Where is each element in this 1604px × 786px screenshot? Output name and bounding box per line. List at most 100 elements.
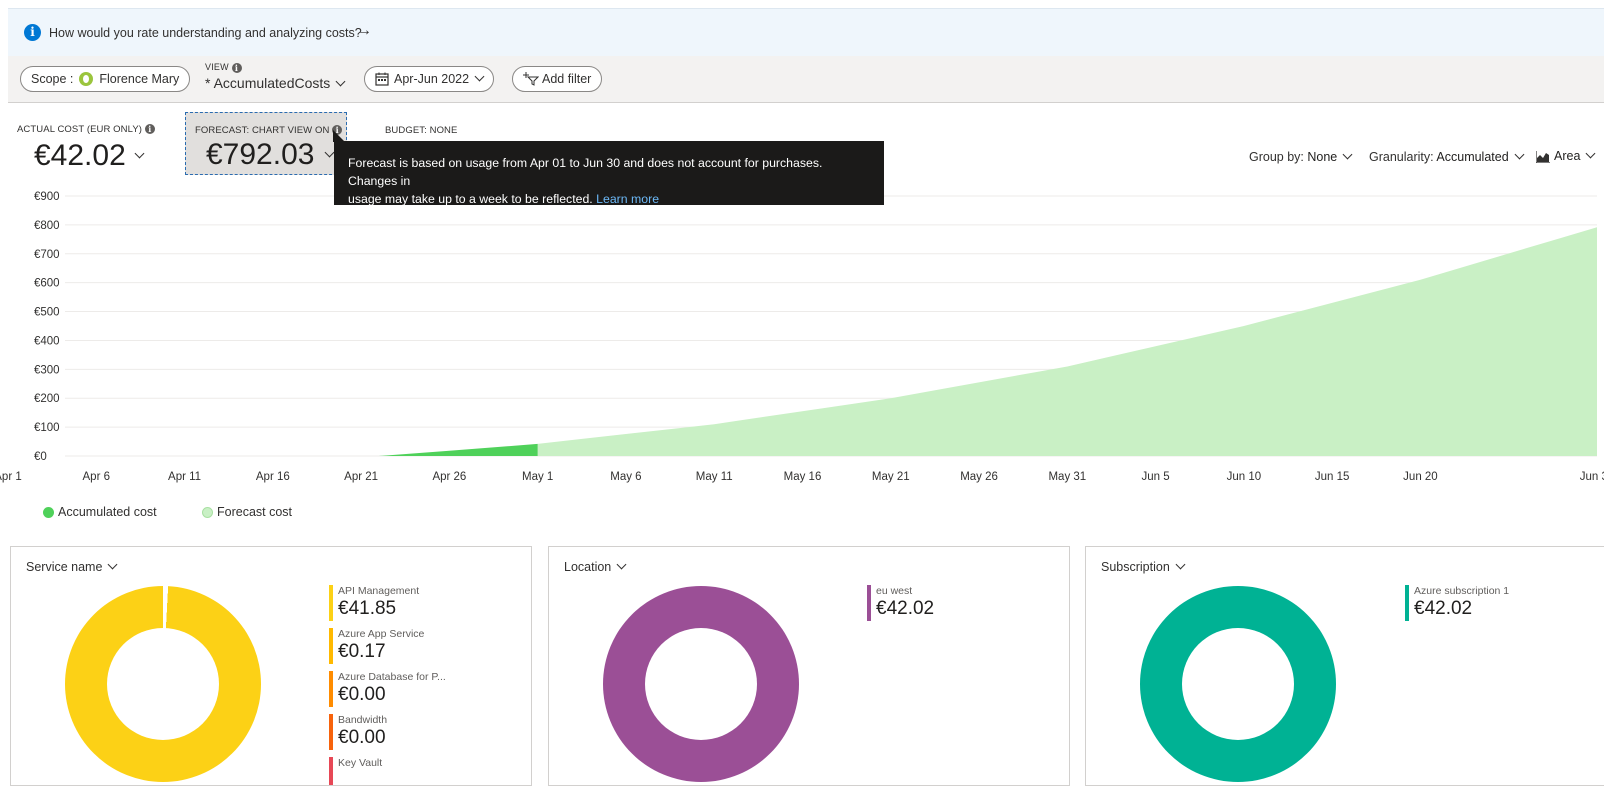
x-tick-label: Jun 10 <box>1227 471 1262 483</box>
donut-hole <box>1182 628 1294 740</box>
add-filter-icon <box>523 72 539 86</box>
area-chart-icon <box>1535 150 1550 164</box>
y-tick-label: €400 <box>34 335 60 347</box>
x-tick-label: Jun 5 <box>1142 471 1170 483</box>
info-icon: i <box>231 62 242 73</box>
view-selector[interactable]: * AccumulatedCosts <box>205 75 346 91</box>
legend-service-value: €0.00 <box>338 727 386 748</box>
add-filter-label: Add filter <box>542 72 592 86</box>
subscription-card: Subscription Azure subscription 1 €42.02 <box>1085 546 1604 786</box>
forecast-tooltip: Forecast is based on usage from Apr 01 t… <box>334 141 884 206</box>
chevron-down-icon <box>616 559 627 570</box>
forecast-label: FORECAST: CHART VIEW ON i <box>195 125 343 136</box>
calendar-icon <box>375 72 389 86</box>
tooltip-pointer <box>333 130 345 142</box>
service-legend-item[interactable]: Azure Database for P... €0.00 <box>329 671 446 707</box>
feedback-banner: i How would you rate understanding and a… <box>8 8 1604 57</box>
y-tick-label: €0 <box>34 451 47 463</box>
accumulated-dot-icon <box>43 507 54 519</box>
legend-service-value: €0.17 <box>338 641 386 662</box>
legend-color-bar <box>1405 585 1409 621</box>
group-by-dropdown[interactable]: Group by: None <box>1249 149 1353 164</box>
location-legend-item[interactable]: eu west €42.02 <box>867 585 934 621</box>
forecast-kpi[interactable]: FORECAST: CHART VIEW ON i €792.03 <box>185 112 347 175</box>
x-tick-label: May 6 <box>610 471 641 483</box>
service-legend-item[interactable]: API Management €41.85 <box>329 585 419 621</box>
x-tick-label: Apr 21 <box>344 471 378 483</box>
chart-type-dropdown[interactable]: Area <box>1535 148 1596 164</box>
add-filter-button[interactable]: Add filter <box>512 66 603 92</box>
y-tick-label: €100 <box>34 422 60 434</box>
service-legend-item[interactable]: Bandwidth €0.00 <box>329 714 388 750</box>
chevron-down-icon <box>1175 559 1186 570</box>
x-tick-label: May 11 <box>696 471 733 483</box>
accumulated-area <box>378 443 538 456</box>
x-tick-label: May 26 <box>960 471 998 483</box>
scope-label: Scope : <box>31 72 74 86</box>
chevron-down-icon <box>1585 148 1596 159</box>
actual-cost-value: €42.02 <box>34 139 126 172</box>
info-icon: i <box>24 24 41 41</box>
chevron-down-icon <box>134 148 145 159</box>
legend-color-bar <box>329 714 333 750</box>
x-tick-label: Jun 30 <box>1580 471 1604 483</box>
service-name-card: Service name API Management €41.85 Azure A… <box>10 546 532 786</box>
location-card: Location eu west €42.02 <box>548 546 1070 786</box>
legend-color-bar <box>329 757 333 785</box>
y-tick-label: €800 <box>34 220 60 232</box>
feedback-question[interactable]: How would you rate understanding and ana… <box>49 26 362 40</box>
chevron-down-icon <box>335 76 346 87</box>
service-legend-item[interactable]: Azure App Service €0.17 <box>329 628 425 664</box>
forecast-value: €792.03 <box>206 138 315 171</box>
chevron-down-icon <box>1342 149 1353 160</box>
scope-icon <box>79 72 94 86</box>
x-tick-label: May 1 <box>522 471 553 483</box>
legend-service-value: €41.85 <box>338 598 397 619</box>
legend-color-bar <box>329 628 333 664</box>
scope-button[interactable]: Scope : Florence Mary <box>20 66 191 92</box>
x-tick-label: Apr 11 <box>168 471 201 483</box>
y-tick-label: €600 <box>34 278 60 290</box>
scope-value: Florence Mary <box>99 72 180 86</box>
x-tick-label: May 16 <box>784 471 822 483</box>
x-tick-label: Jun 15 <box>1315 471 1350 483</box>
legend-color-bar <box>329 585 333 621</box>
view-label: VIEW i <box>205 62 242 73</box>
date-range-value: Apr-Jun 2022 <box>394 72 470 86</box>
actual-cost-kpi[interactable]: ACTUAL COST (EUR ONLY) i €42.02 <box>17 124 155 173</box>
x-tick-label: May 31 <box>1048 471 1086 483</box>
legend-accumulated[interactable]: Accumulated cost <box>43 505 157 519</box>
budget-label[interactable]: BUDGET: NONE <box>385 125 458 136</box>
chevron-down-icon <box>1514 149 1525 160</box>
x-tick-label: Apr 1 <box>0 471 22 483</box>
granularity-dropdown[interactable]: Granularity: Accumulated <box>1369 149 1525 164</box>
subscription-legend-item[interactable]: Azure subscription 1 €42.02 <box>1405 585 1509 621</box>
legend-service-name: Key Vault <box>338 757 383 769</box>
x-tick-label: May 21 <box>872 471 910 483</box>
service-name-dropdown[interactable]: Service name <box>26 559 118 574</box>
legend-forecast[interactable]: Forecast cost <box>202 505 292 519</box>
arrow-right-icon[interactable]: → <box>356 22 372 39</box>
toolbar: Scope : Florence Mary VIEW i * Accumulat… <box>8 56 1604 103</box>
x-tick-label: Jun 20 <box>1403 471 1438 483</box>
legend-service-value: €0.00 <box>338 684 386 705</box>
y-tick-label: €900 <box>34 191 60 203</box>
donut-hole <box>645 628 757 740</box>
service-legend-item[interactable]: Key Vault <box>329 757 383 785</box>
forecast-dot-icon <box>202 507 213 519</box>
location-dropdown[interactable]: Location <box>564 559 627 574</box>
actual-cost-label: ACTUAL COST (EUR ONLY) i <box>17 124 155 135</box>
subscription-dropdown[interactable]: Subscription <box>1101 559 1186 574</box>
legend-service-name: Bandwidth <box>338 714 388 726</box>
x-tick-label: Apr 26 <box>432 471 466 483</box>
learn-more-link[interactable]: Learn more <box>596 192 660 206</box>
y-tick-label: €200 <box>34 393 60 405</box>
info-icon: i <box>144 124 155 135</box>
date-range-button[interactable]: Apr-Jun 2022 <box>364 66 495 92</box>
legend-service-name: Azure App Service <box>338 628 425 640</box>
forecast-area <box>537 227 1597 456</box>
legend-color-bar <box>329 671 333 707</box>
x-tick-label: Apr 6 <box>83 471 111 483</box>
chevron-down-icon <box>107 559 118 570</box>
y-tick-label: €500 <box>34 307 60 319</box>
